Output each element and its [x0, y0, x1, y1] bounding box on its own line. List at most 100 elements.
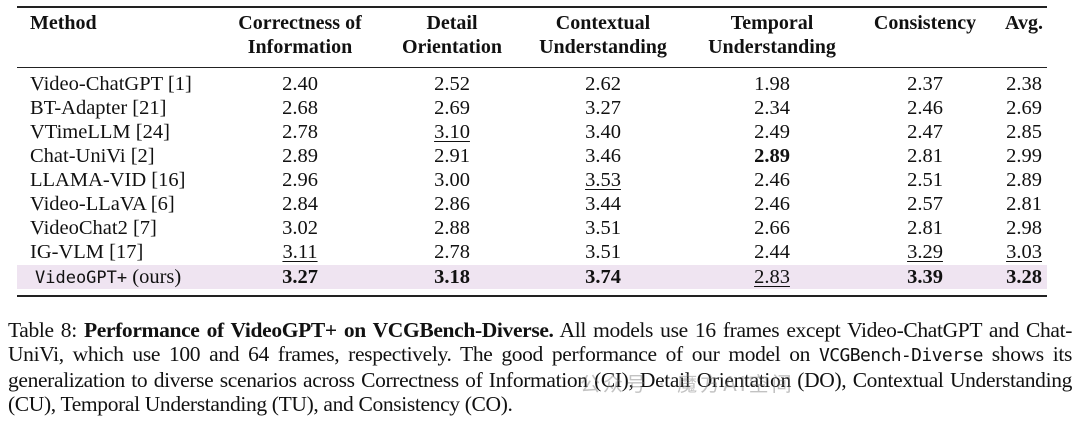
score-cell: 3.29	[907, 241, 943, 263]
score-cell: 3.00	[434, 169, 470, 191]
column-header-line-1: Consistency	[873, 12, 977, 34]
caption-benchmark-name: VCGBench-Diverse	[819, 345, 983, 366]
table-caption: Table 8: Performance of VideoGPT+ on VCG…	[8, 318, 1072, 416]
score-cell: 3.18	[434, 266, 470, 288]
score-cell: 2.40	[282, 73, 318, 95]
score-cell: 2.46	[754, 169, 790, 191]
score-cell: 2.78	[434, 241, 470, 263]
table-row: Video-ChatGPT [1] 2.40 2.52 2.62 1.98 2.37 2.3…	[17, 72, 1047, 96]
score-cell: 2.89	[282, 145, 318, 167]
score-cell: 2.47	[907, 121, 943, 143]
caption-text-2: shows its generalization to diverse scen…	[8, 342, 1072, 416]
column-header-line-1: Temporal	[730, 12, 814, 34]
column-header: Contextual Understanding	[513, 11, 693, 59]
column-header: Consistency	[835, 11, 1015, 35]
method-name: LLAMA-VID [16]	[30, 168, 185, 192]
score-cell: 2.52	[434, 73, 470, 95]
score-cell: 3.40	[585, 121, 621, 143]
column-header: Correctness of Information	[210, 11, 390, 59]
score-cell: 3.11	[282, 241, 318, 263]
method-label: Video-ChatGPT [1]	[30, 73, 192, 95]
score-cell: 2.98	[1006, 217, 1042, 239]
score-cell: 2.89	[1006, 169, 1042, 191]
score-cell: 3.27	[585, 97, 621, 119]
score-cell: 3.53	[585, 169, 621, 191]
method-name: Video-LLaVA [6]	[30, 192, 175, 216]
mid-rule	[17, 67, 1047, 68]
score-cell: 2.81	[1006, 193, 1042, 215]
method-name: VideoChat2 [7]	[30, 216, 157, 240]
bottom-rule	[17, 295, 1047, 297]
method-label: VTimeLLM [24]	[30, 121, 170, 143]
caption-label: Table 8:	[8, 318, 84, 342]
score-cell: 2.96	[282, 169, 318, 191]
method-label: VideoGPT+	[35, 268, 128, 288]
score-cell: 2.84	[282, 193, 318, 215]
score-cell: 3.03	[1006, 241, 1042, 263]
score-cell: 2.37	[907, 73, 943, 95]
score-cell: 2.85	[1006, 121, 1042, 143]
method-label: Chat-UniVi [2]	[30, 145, 155, 167]
score-cell: 3.51	[585, 241, 621, 263]
score-cell: 2.91	[434, 145, 470, 167]
score-cell: 3.46	[585, 145, 621, 167]
score-cell: 2.38	[1006, 73, 1042, 95]
method-label: IG-VLM [17]	[30, 241, 144, 263]
score-cell: 2.44	[754, 241, 790, 263]
score-cell: 2.81	[907, 145, 943, 167]
score-cell: 2.57	[907, 193, 943, 215]
method-name: IG-VLM [17]	[30, 240, 143, 264]
score-cell: 2.34	[754, 97, 790, 119]
column-header: Temporal Understanding	[682, 11, 862, 59]
score-cell: 2.46	[754, 193, 790, 215]
column-header-line-1: Avg.	[1005, 12, 1043, 34]
method-suffix: (ours)	[127, 266, 182, 288]
column-header-line-1: Correctness of	[238, 12, 362, 34]
caption-title: Performance of VideoGPT+ on VCGBench-Div…	[83, 318, 554, 342]
column-header-line-2: Understanding	[539, 36, 667, 58]
score-cell: 3.51	[585, 217, 621, 239]
column-header-line-1: Detail	[426, 12, 478, 34]
method-name: Chat-UniVi [2]	[30, 144, 155, 168]
column-header-line-2: Understanding	[708, 36, 836, 58]
score-cell: 2.62	[585, 73, 621, 95]
column-header: Avg.	[934, 11, 1080, 35]
score-cell: 2.68	[282, 97, 318, 119]
table-row: IG-VLM [17] 3.11 2.78 3.51 2.44 3.29 3.03	[17, 240, 1047, 264]
score-cell: 3.39	[907, 266, 943, 288]
method-label: BT-Adapter [21]	[30, 97, 167, 119]
score-cell: 2.49	[754, 121, 790, 143]
score-cell: 2.83	[754, 266, 790, 288]
score-cell: 3.44	[585, 193, 621, 215]
top-rule	[17, 6, 1047, 8]
method-label: VideoChat2 [7]	[30, 217, 157, 239]
score-cell: 2.69	[434, 97, 470, 119]
column-header-line-2: Information	[247, 36, 353, 58]
table-row: VideoChat2 [7] 3.02 2.88 3.51 2.66 2.81 2.98	[17, 216, 1047, 240]
table-row: Chat-UniVi [2] 2.89 2.91 3.46 2.89 2.81 2.99	[17, 144, 1047, 168]
score-cell: 2.99	[1006, 145, 1042, 167]
score-cell: 2.69	[1006, 97, 1042, 119]
score-cell: 2.89	[754, 145, 790, 167]
score-cell: 2.66	[754, 217, 790, 239]
table-row-ours: VideoGPT+ (ours) 3.27 3.18 3.74 2.83 3.39 3.28	[17, 265, 1047, 289]
table-row: VTimeLLM [24] 2.78 3.10 3.40 2.49 2.47 2.85	[17, 120, 1047, 144]
column-header-line-1: Method	[30, 12, 97, 34]
score-cell: 2.88	[434, 217, 470, 239]
score-cell: 2.81	[907, 217, 943, 239]
table-row: LLAMA-VID [16] 2.96 3.00 3.53 2.46 2.51 2.89	[17, 168, 1047, 192]
method-name: VideoGPT+ (ours)	[35, 265, 181, 290]
score-cell: 2.86	[434, 193, 470, 215]
score-cell: 3.27	[282, 266, 318, 288]
column-header-line-2: Orientation	[402, 36, 502, 58]
score-cell: 2.78	[282, 121, 318, 143]
table-row: BT-Adapter [21] 2.68 2.69 3.27 2.34 2.46 2.69	[17, 96, 1047, 120]
method-name: Video-ChatGPT [1]	[30, 72, 192, 96]
method-label: LLAMA-VID [16]	[30, 169, 186, 191]
score-cell: 3.74	[585, 266, 621, 288]
score-cell: 2.51	[907, 169, 943, 191]
method-label: Video-LLaVA [6]	[30, 193, 175, 215]
score-cell: 1.98	[754, 73, 790, 95]
column-header: Method	[30, 11, 97, 35]
method-name: VTimeLLM [24]	[30, 120, 170, 144]
